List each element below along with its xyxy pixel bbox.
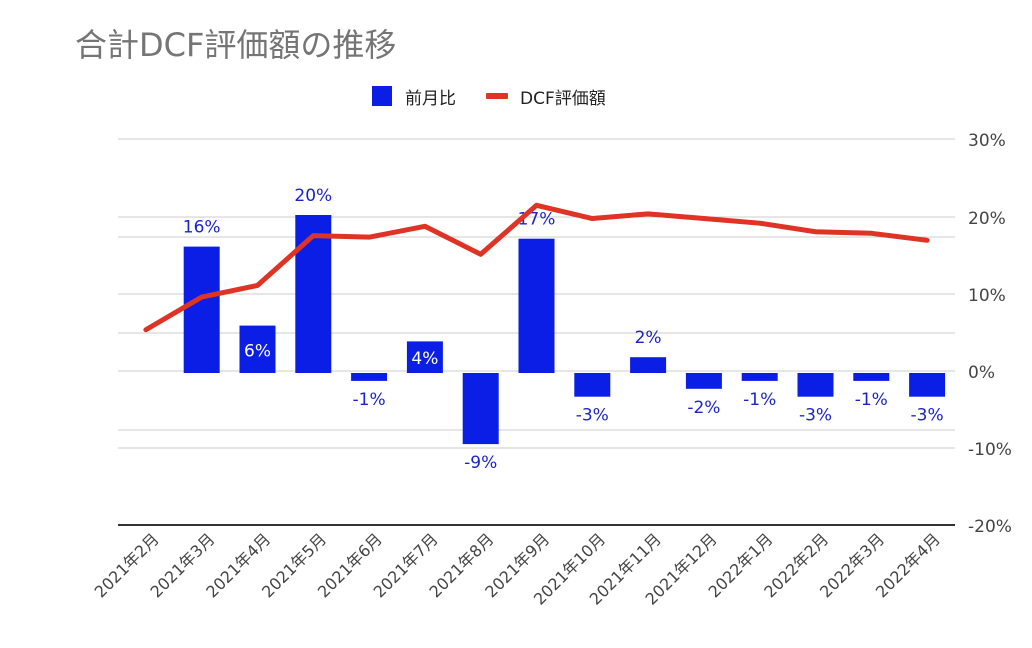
- bar: [797, 373, 834, 397]
- legend-item-line[interactable]: DCF評価額: [486, 84, 606, 109]
- bar-data-label: 2%: [635, 328, 662, 348]
- bar-data-label: -1%: [855, 390, 888, 410]
- bar: [518, 238, 555, 373]
- bar-data-label: 4%: [411, 349, 438, 369]
- legend-bar-swatch: [372, 86, 392, 106]
- legend-item-bar[interactable]: 前月比: [372, 84, 456, 109]
- legend-line-swatch: [486, 93, 508, 99]
- bar-data-label: -3%: [799, 406, 832, 426]
- bar-data-label: -3%: [576, 406, 609, 426]
- bar: [630, 357, 667, 373]
- legend-bar-label: 前月比: [405, 88, 456, 109]
- bar: [685, 373, 722, 389]
- bar: [909, 373, 946, 397]
- bar: [183, 246, 220, 373]
- right-axis-tick-label: 0%: [968, 363, 995, 383]
- bar: [462, 373, 499, 445]
- bar-data-label: 16%: [183, 218, 221, 238]
- bar-data-label: -1%: [353, 390, 386, 410]
- bar: [239, 325, 276, 373]
- right-axis-tick-label: 30%: [968, 131, 1006, 151]
- right-axis-tick-label: 10%: [968, 286, 1006, 306]
- bar-data-label: 6%: [244, 341, 271, 361]
- legend: 前月比 DCF評価額: [372, 84, 636, 109]
- right-axis-tick-label: -10%: [968, 440, 1012, 460]
- bar: [295, 215, 332, 373]
- bar: [853, 373, 890, 381]
- bar-data-label: -1%: [743, 390, 776, 410]
- bar: [574, 373, 611, 397]
- legend-line-label: DCF評価額: [520, 88, 606, 109]
- bar-data-label: -3%: [911, 406, 944, 426]
- bar: [406, 341, 443, 373]
- bar-data-label: -2%: [687, 398, 720, 418]
- bar: [351, 373, 388, 381]
- right-axis-tick-label: 20%: [968, 209, 1006, 229]
- right-axis-tick-label: -20%: [968, 517, 1012, 537]
- bar-data-label: 20%: [294, 186, 332, 206]
- chart-title: 合計DCF評価額の推移: [75, 26, 397, 64]
- bar-data-label: -9%: [464, 453, 497, 473]
- bar: [741, 373, 778, 381]
